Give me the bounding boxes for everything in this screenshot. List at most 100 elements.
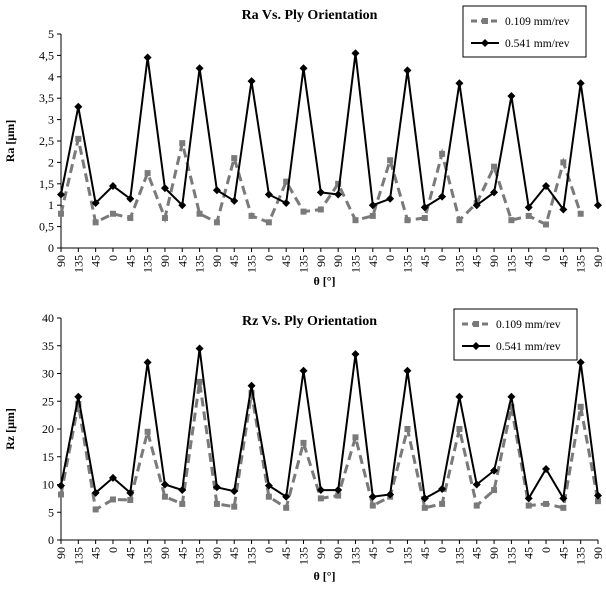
x-tick-label: 45	[556, 547, 570, 559]
data-point-square	[525, 502, 532, 509]
data-point-square	[75, 401, 82, 408]
y-tick-label: 5	[48, 505, 54, 519]
data-point-diamond	[438, 484, 447, 493]
x-tick-label: 45	[418, 255, 432, 267]
data-point-square	[300, 439, 307, 446]
y-tick-label: 4	[48, 70, 54, 84]
chart-rz: Rz Vs. Ply Orientation 0 5 10 15 20 25 30 35 40 90…	[3, 308, 605, 583]
data-point-square	[473, 502, 480, 509]
legend-label: 0.541 mm/rev	[496, 341, 561, 353]
x-tick-label: 90	[331, 255, 345, 267]
y-tick-label: 35	[42, 339, 54, 353]
data-point-diamond	[212, 483, 221, 492]
data-point-diamond	[126, 194, 135, 203]
data-point-diamond	[74, 392, 83, 401]
data-point-square	[213, 500, 220, 507]
data-point-square	[387, 157, 394, 164]
x-tick-label: 135	[71, 255, 85, 273]
x-axis-title: θ [°]	[313, 274, 335, 288]
y-axis-title: Ra [μm]	[3, 120, 17, 162]
data-point-diamond	[386, 490, 395, 499]
data-point-diamond	[334, 486, 343, 495]
data-point-diamond	[143, 358, 152, 367]
data-point-diamond	[108, 473, 117, 482]
x-tick-label: 90	[487, 255, 501, 267]
data-point-square	[508, 217, 515, 224]
x-tick-label: 90	[314, 255, 328, 267]
data-point-diamond	[178, 201, 187, 210]
x-tick-label: 90	[591, 547, 605, 559]
legend-label: 0.109 mm/rev	[505, 16, 570, 28]
y-tick-label: 2,5	[39, 134, 54, 148]
data-point-diamond	[594, 491, 602, 500]
x-tick-label: 135	[245, 547, 259, 565]
data-point-diamond	[143, 53, 152, 62]
chart-title: Ra Vs. Ply Orientation	[242, 8, 378, 23]
x-tick-label: 135	[400, 547, 414, 565]
x-tick-label: 135	[348, 255, 362, 273]
data-point-diamond	[299, 366, 308, 375]
series-feed-0541	[57, 344, 602, 503]
x-tick-label: 135	[452, 547, 466, 565]
data-point-square	[196, 378, 203, 385]
x-tick-label: 135	[348, 547, 362, 565]
data-point-diamond	[559, 205, 568, 214]
x-tick-label: 45	[522, 547, 536, 559]
x-tick-label: 0	[539, 255, 553, 261]
x-tick-label: 135	[193, 547, 207, 565]
y-axis-title: Rz [μm]	[3, 408, 17, 450]
data-point-diamond	[282, 199, 291, 208]
data-point-diamond	[178, 486, 187, 495]
data-point-square	[491, 487, 498, 494]
x-tick-label: 45	[366, 255, 380, 267]
x-axis-title: θ [°]	[313, 569, 335, 583]
data-point-square	[109, 496, 116, 503]
data-point-square	[231, 503, 238, 510]
data-point-diamond	[195, 344, 204, 353]
data-point-diamond	[247, 381, 256, 390]
x-tick-label: 0	[262, 547, 276, 553]
x-tick-label: 135	[141, 255, 155, 273]
y-tick-label: 0	[48, 533, 54, 547]
x-tick-label: 45	[366, 547, 380, 559]
y-tick-label: 40	[42, 311, 54, 325]
data-point-square	[543, 500, 550, 507]
x-tick-label: 0	[383, 547, 397, 553]
data-point-diamond	[594, 201, 602, 210]
data-point-square	[560, 504, 567, 511]
data-point-square	[595, 498, 601, 505]
data-point-square	[179, 500, 186, 507]
y-tick-label: 5	[48, 27, 54, 41]
data-point-square	[213, 219, 220, 226]
data-point-square	[300, 208, 307, 215]
data-point-diamond	[108, 181, 117, 190]
data-point-diamond	[472, 201, 481, 210]
data-point-square	[577, 210, 584, 217]
data-point-square	[577, 403, 584, 410]
x-tick-label: 45	[522, 255, 536, 267]
data-point-square	[543, 221, 550, 228]
data-point-square	[196, 210, 203, 217]
data-point-square	[560, 159, 567, 166]
x-tick-label: 45	[470, 255, 484, 267]
x-tick-label: 135	[141, 547, 155, 565]
x-tick-label: 90	[331, 547, 345, 559]
x-tick-label: 90	[210, 547, 224, 559]
data-point-square	[58, 491, 64, 498]
data-point-diamond	[507, 92, 516, 101]
x-tick-label: 0	[106, 547, 120, 553]
data-point-diamond	[264, 190, 273, 199]
data-point-diamond	[230, 487, 239, 496]
data-point-square	[508, 403, 515, 410]
data-point-square	[439, 500, 446, 507]
x-tick-label: 45	[227, 547, 241, 559]
legend-marker-square	[482, 18, 488, 24]
y-tick-label: 25	[42, 394, 54, 408]
data-point-diamond	[576, 79, 585, 88]
x-tick-label: 45	[89, 255, 103, 267]
data-point-square	[265, 219, 272, 226]
x-tick-label: 90	[314, 547, 328, 559]
data-point-diamond	[91, 199, 100, 208]
x-tick-label: 45	[279, 547, 293, 559]
